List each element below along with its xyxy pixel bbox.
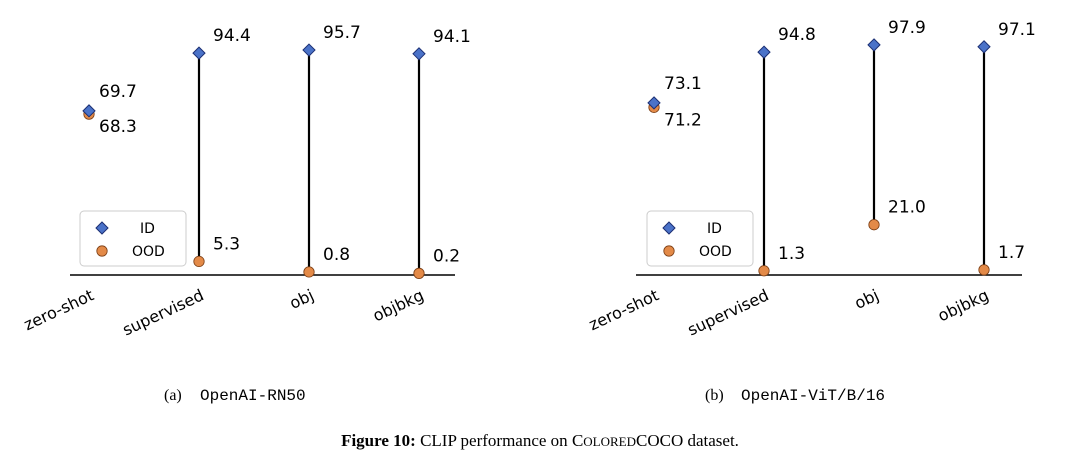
legend: ID OOD: [79, 210, 187, 267]
legend-ood-label: OOD: [132, 244, 165, 260]
ood-point: [758, 265, 770, 277]
id-value-label: 94.8: [778, 25, 816, 45]
subcaption-a-label: (a): [164, 387, 182, 404]
ood-point: [413, 267, 425, 279]
legend-ood-marker: [663, 245, 675, 257]
ood-value-label: 5.3: [213, 234, 240, 254]
subcaption-b-label: (b): [705, 387, 724, 404]
x-tick-label: supervised: [685, 285, 772, 339]
figure-caption-dataset-rest: COCO: [636, 431, 683, 450]
id-value-label: 94.4: [213, 26, 251, 46]
id-value-label: 95.7: [323, 23, 361, 43]
id-point: [977, 40, 991, 54]
x-tick-label: obj: [287, 285, 317, 313]
id-point: [302, 43, 316, 57]
ood-value-label: 0.8: [323, 245, 350, 265]
legend-id-marker: [662, 221, 676, 235]
legend-id-marker: [95, 221, 109, 235]
legend: ID OOD: [646, 210, 754, 267]
ood-point: [868, 219, 880, 231]
x-tick-label: objbkg: [935, 285, 992, 325]
ood-point: [303, 266, 315, 278]
id-point: [867, 38, 881, 52]
legend-id-label: ID: [707, 221, 722, 237]
figure-caption-text: CLIP performance on: [420, 431, 572, 450]
id-value-label: 73.1: [664, 74, 702, 94]
legend-ood-marker: [96, 245, 108, 257]
id-point: [192, 46, 206, 60]
ood-value-label: 0.2: [433, 246, 460, 266]
ood-point: [978, 264, 990, 276]
chart-panel-a: 69.7 68.3 zero-shot 94.4 5.3 supervised 95.7 0.…: [21, 23, 471, 339]
ood-value-label: 21.0: [888, 198, 926, 218]
id-point: [412, 47, 426, 61]
subcaption-b-model: OpenAI-ViT/B/16: [741, 387, 885, 405]
x-tick-label: obj: [852, 285, 882, 313]
ood-value-label: 1.7: [998, 243, 1025, 263]
figure-caption-label: Figure 10:: [341, 431, 416, 450]
id-value-label: 94.1: [433, 27, 471, 47]
subcaption-a-model: OpenAI-RN50: [200, 387, 306, 405]
id-value-label: 69.7: [99, 82, 137, 102]
figure-caption-dataset-smallcaps: OLORED: [583, 434, 636, 449]
ood-value-label: 1.3: [778, 244, 805, 264]
ood-value-label: 68.3: [99, 117, 137, 137]
figure-caption: Figure 10: CLIP performance on COLOREDCO…: [341, 431, 739, 450]
ood-value-label: 71.2: [664, 110, 702, 130]
legend-ood-label: OOD: [699, 244, 732, 260]
x-tick-label: zero-shot: [21, 285, 97, 334]
x-tick-label: supervised: [120, 285, 207, 339]
ood-point: [193, 255, 205, 268]
legend-id-label: ID: [140, 221, 155, 237]
id-point: [647, 96, 661, 110]
figure-caption-dataset-c: C: [572, 431, 583, 450]
chart-panel-b: 73.1 71.2 zero-shot 94.8 1.3 supervised 97.9 21…: [586, 18, 1036, 340]
id-value-label: 97.1: [998, 20, 1036, 40]
x-tick-label: zero-shot: [586, 285, 662, 334]
figure-caption-suffix: dataset.: [683, 431, 739, 450]
id-value-label: 97.9: [888, 18, 926, 38]
id-point: [82, 104, 96, 118]
id-point: [757, 45, 771, 59]
x-tick-label: objbkg: [370, 285, 427, 325]
